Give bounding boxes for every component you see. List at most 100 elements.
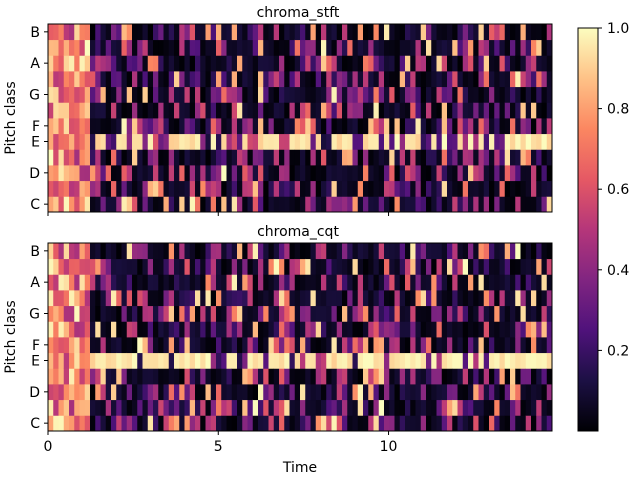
heatmap-cell [273,415,280,432]
heatmap-cell [426,352,432,369]
heatmap-cell [100,305,107,322]
heatmap-cell [163,415,170,432]
heatmap-cell [405,305,411,322]
heatmap-cell [305,118,311,135]
heatmap-cell [405,86,411,103]
heatmap-cell [221,133,227,150]
heatmap-cell [426,118,432,135]
heatmap-cell [153,196,159,213]
heatmap-cell [536,321,542,338]
heatmap-cell [231,368,238,385]
heatmap-cell [231,39,238,56]
heatmap-cell [242,337,248,354]
heatmap-cell [426,321,432,338]
heatmap-cell [546,415,553,432]
heatmap-cell [116,352,122,369]
heatmap-cell [179,384,185,401]
heatmap-cell [84,196,91,213]
heatmap-cell [289,243,296,260]
heatmap-cell [168,39,175,56]
heatmap-cell [216,102,222,119]
heatmap-cell [478,368,485,385]
heatmap-cell [74,305,80,322]
heatmap-cell [462,274,469,291]
heatmap-cell [289,290,296,307]
heatmap-cell [410,102,416,119]
heatmap-cell [53,415,59,432]
heatmap-cell [462,368,469,385]
heatmap-cell [132,196,138,213]
heatmap-cell [258,24,264,41]
heatmap-cell [200,415,206,432]
heatmap-cell [132,321,138,338]
heatmap-cell [231,196,238,213]
heatmap-cell [184,384,191,401]
heatmap-cell [237,399,243,416]
heatmap-cell [231,118,238,135]
heatmap-cell [53,274,59,291]
heatmap-cell [389,321,395,338]
heatmap-cell [294,24,301,41]
heatmap-cell [158,337,164,354]
heatmap-cell [273,352,280,369]
heatmap-cell [378,133,385,150]
heatmap-cell [126,149,133,166]
heatmap-cell [69,71,75,88]
heatmap-cell [357,149,364,166]
heatmap-cell [373,55,380,72]
heatmap-cell [420,133,427,150]
heatmap-cell [226,86,233,103]
heatmap-cell [142,149,149,166]
heatmap-cell [279,258,285,275]
heatmap-cell [121,321,128,338]
heatmap-cell [389,133,395,150]
heatmap-cell [342,55,348,72]
heatmap-cell [441,55,448,72]
heatmap-cell [237,352,243,369]
heatmap-cell [58,86,65,103]
heatmap-cell [279,305,285,322]
heatmap-cell [321,133,327,150]
heatmap-cell [231,165,238,182]
heatmap-cell [74,337,80,354]
heatmap-cell [195,399,201,416]
heatmap-cell [294,384,301,401]
heatmap-cell [142,415,149,432]
heatmap-cell [494,102,500,119]
heatmap-cell [289,165,296,182]
heatmap-cell [494,290,500,307]
heatmap-cell [111,274,117,291]
heatmap-cell [436,86,443,103]
heatmap-cell [510,118,516,135]
heatmap-cell [195,180,201,197]
heatmap-cell [389,399,395,416]
heatmap-cell [168,321,175,338]
heatmap-cell [153,368,159,385]
heatmap-cell [399,274,406,291]
heatmap-cell [132,149,138,166]
heatmap-cell [310,274,317,291]
heatmap-cell [368,118,374,135]
heatmap-cell [289,384,296,401]
heatmap-cell [384,305,390,322]
heatmap-cell [121,55,128,72]
heatmap-cell [310,305,317,322]
heatmap-cell [137,180,143,197]
heatmap-cell [536,39,542,56]
heatmap-cell [326,180,332,197]
heatmap-cell [263,196,269,213]
heatmap-cell [541,39,548,56]
heatmap-cell [331,368,338,385]
heatmap-cell [237,258,243,275]
heatmap-cell [315,133,322,150]
heatmap-cell [205,196,212,213]
heatmap-cell [373,243,380,260]
heatmap-cell [415,71,422,88]
heatmap-cell [410,71,416,88]
heatmap-cell [305,321,311,338]
heatmap-cell [105,196,112,213]
heatmap-cell [237,196,243,213]
heatmap-cell [195,165,201,182]
heatmap-cell [95,399,101,416]
heatmap-cell [384,118,390,135]
